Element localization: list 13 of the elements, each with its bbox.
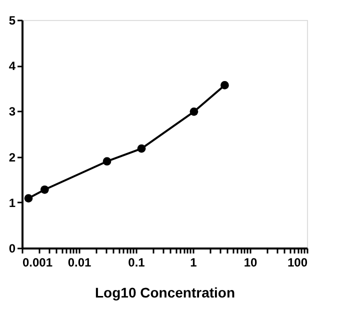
y-tick-label: 0 [8,242,16,256]
y-tick-label: 5 [8,14,16,28]
y-tick-label: 4 [8,59,16,74]
x-tick-label: 0.001 [22,256,53,270]
x-axis-title: Log10 Concentration [94,284,236,300]
x-tick-label: 1 [190,256,198,270]
x-tick-label: 0.1 [128,256,146,270]
x-tick-label: 0.01 [68,256,92,270]
x-tick-label: 100 [287,256,308,270]
y-tick-label: 1 [8,196,16,210]
y-tick-label: 3 [8,104,16,119]
y-tick-label: 2 [8,150,16,164]
x-tick-label: 10 [244,256,258,270]
